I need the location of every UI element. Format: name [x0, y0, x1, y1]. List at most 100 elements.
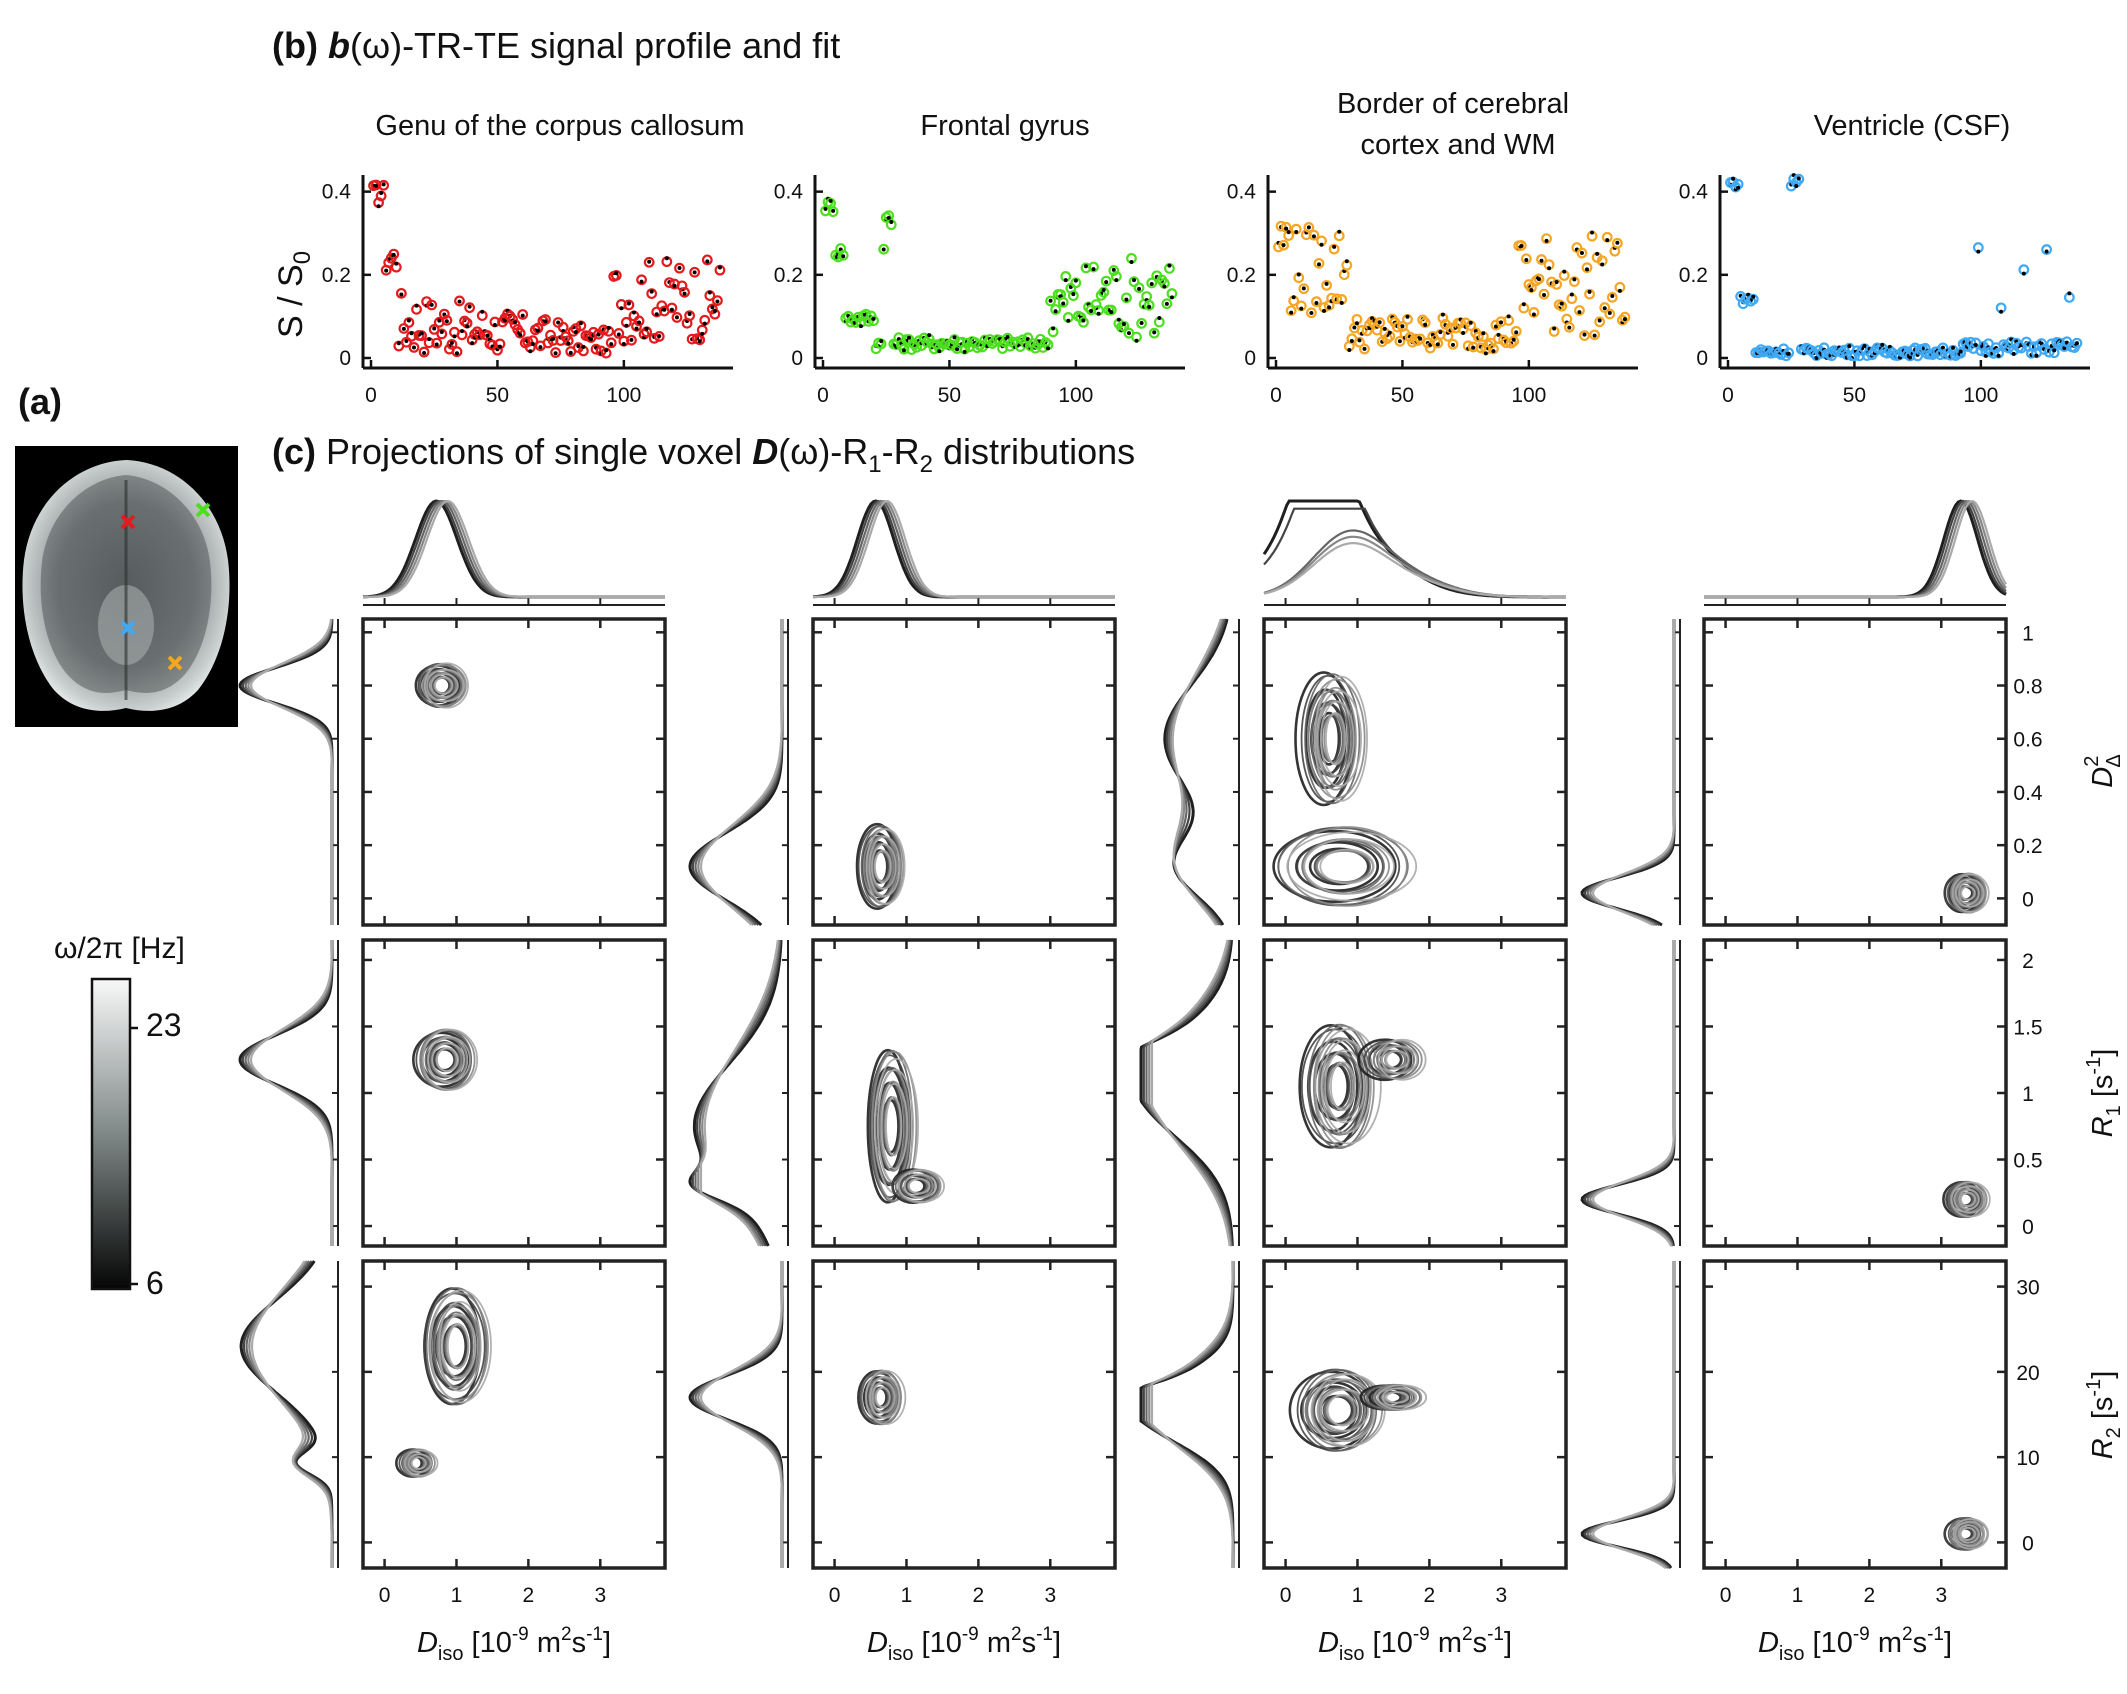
y-tick-label: 0.2: [774, 264, 803, 287]
fit-point: [1617, 288, 1622, 293]
fit-point: [1481, 331, 1486, 336]
fit-point: [1286, 230, 1291, 235]
marginal-curve: [812, 499, 1115, 599]
contour-line: [1950, 872, 1987, 914]
fit-point: [697, 339, 702, 344]
left-marginal-r1-c1: [238, 618, 339, 925]
marginal-curve: [1148, 939, 1232, 1247]
contour-line: [1958, 1189, 1980, 1210]
fit-point: [705, 259, 710, 264]
contour-line: [1325, 712, 1347, 766]
marginal-curve: [1263, 541, 1566, 599]
measured-point: [1472, 331, 1484, 343]
fit-point: [1354, 321, 1359, 326]
fit-point: [1786, 351, 1791, 356]
measured-point: [1098, 286, 1110, 298]
x-tick-label: 50: [938, 384, 961, 407]
measured-point: [679, 286, 690, 298]
fit-point: [1114, 278, 1119, 283]
fit-point: [1291, 295, 1296, 300]
marginal-curve: [699, 1261, 784, 1568]
fit-point: [1132, 278, 1137, 283]
fit-point: [626, 301, 631, 306]
fit-point: [427, 337, 432, 342]
fit-point: [1322, 308, 1327, 313]
fit-point: [692, 270, 697, 275]
x-axis-label-1: Diso [10-9 m2s-1]: [417, 1624, 611, 1665]
measured-point: [1594, 316, 1606, 328]
contour-line: [869, 1376, 901, 1419]
marginal-curve: [694, 619, 784, 926]
measured-point: [426, 299, 438, 311]
fit-point: [1471, 345, 1476, 350]
row-label-1: D2Δ: [2081, 754, 2125, 787]
measured-point: [2041, 244, 2052, 255]
fit-point: [2074, 341, 2079, 346]
marginal-curve: [1704, 500, 2007, 599]
measured-point: [674, 262, 685, 274]
contour-line: [1377, 1384, 1428, 1411]
contour-line: [1385, 1050, 1410, 1070]
measured-point: [1606, 291, 1618, 303]
measured-point: [1604, 308, 1616, 320]
fit-point: [1081, 318, 1086, 323]
fit-point: [1529, 288, 1534, 293]
x-axis-label-4: Diso [10-9 m2s-1]: [1758, 1624, 1952, 1665]
contour-line: [1326, 1394, 1359, 1427]
marginal-curve: [1262, 499, 1566, 599]
measured-point: [598, 324, 610, 336]
contour-line: [874, 849, 892, 884]
marginal-curve: [1580, 940, 1676, 1247]
contour-line: [446, 1323, 470, 1369]
fit-point: [1731, 176, 1736, 181]
contour-line: [880, 1082, 909, 1170]
marginal-curve: [1580, 1261, 1676, 1569]
measured-point: [1579, 330, 1590, 342]
measured-point: [1045, 295, 1056, 307]
contour-line: [1960, 1191, 1977, 1208]
contour-line: [860, 825, 902, 908]
fit-point: [1126, 331, 1131, 336]
x-tick-label: 0: [379, 1584, 391, 1607]
marginal-curve: [812, 499, 1115, 599]
contour-line: [421, 1028, 479, 1091]
measured-point: [540, 314, 551, 325]
top-marginal-2: [812, 499, 1115, 606]
marginal-curve: [1704, 500, 2007, 599]
fit-point: [376, 204, 381, 209]
contour-line: [864, 1369, 907, 1426]
fit-point: [631, 310, 636, 315]
fit-point: [406, 318, 411, 323]
fit-point: [1590, 230, 1595, 235]
marginal-curve: [691, 619, 784, 926]
marginal-curve: [1171, 618, 1222, 926]
measured-point: [464, 302, 476, 314]
marginal-curve: [691, 1261, 784, 1568]
measured-point: [1574, 305, 1585, 316]
contour-line: [1381, 1387, 1418, 1408]
measured-point: [514, 327, 526, 339]
measured-point: [1359, 343, 1370, 355]
measured-point: [863, 315, 874, 327]
fit-point: [1531, 312, 1536, 317]
x-tick-label: 1: [1352, 1584, 1364, 1607]
fit-point: [702, 321, 707, 326]
contour-line: [1953, 1185, 1986, 1214]
measured-point: [1088, 261, 1099, 273]
fit-point: [1582, 332, 1587, 337]
left-marginal-r2-c4: [1580, 940, 1681, 1247]
fit-point: [1124, 297, 1129, 302]
contour-line: [1954, 878, 1985, 908]
fit-point: [644, 326, 649, 331]
left-marginal-r1-c3: [1163, 618, 1240, 926]
fit-point: [715, 299, 720, 304]
measured-point: [633, 315, 645, 327]
fit-point: [717, 265, 722, 270]
measured-point: [1100, 275, 1112, 287]
measured-point: [610, 269, 622, 281]
left-marginal-r3-c3: [1139, 1260, 1240, 1568]
fit-point: [687, 312, 692, 317]
measured-point: [1161, 298, 1173, 310]
contour-frame: [1702, 1259, 2008, 1570]
measured-point: [1955, 347, 1967, 359]
